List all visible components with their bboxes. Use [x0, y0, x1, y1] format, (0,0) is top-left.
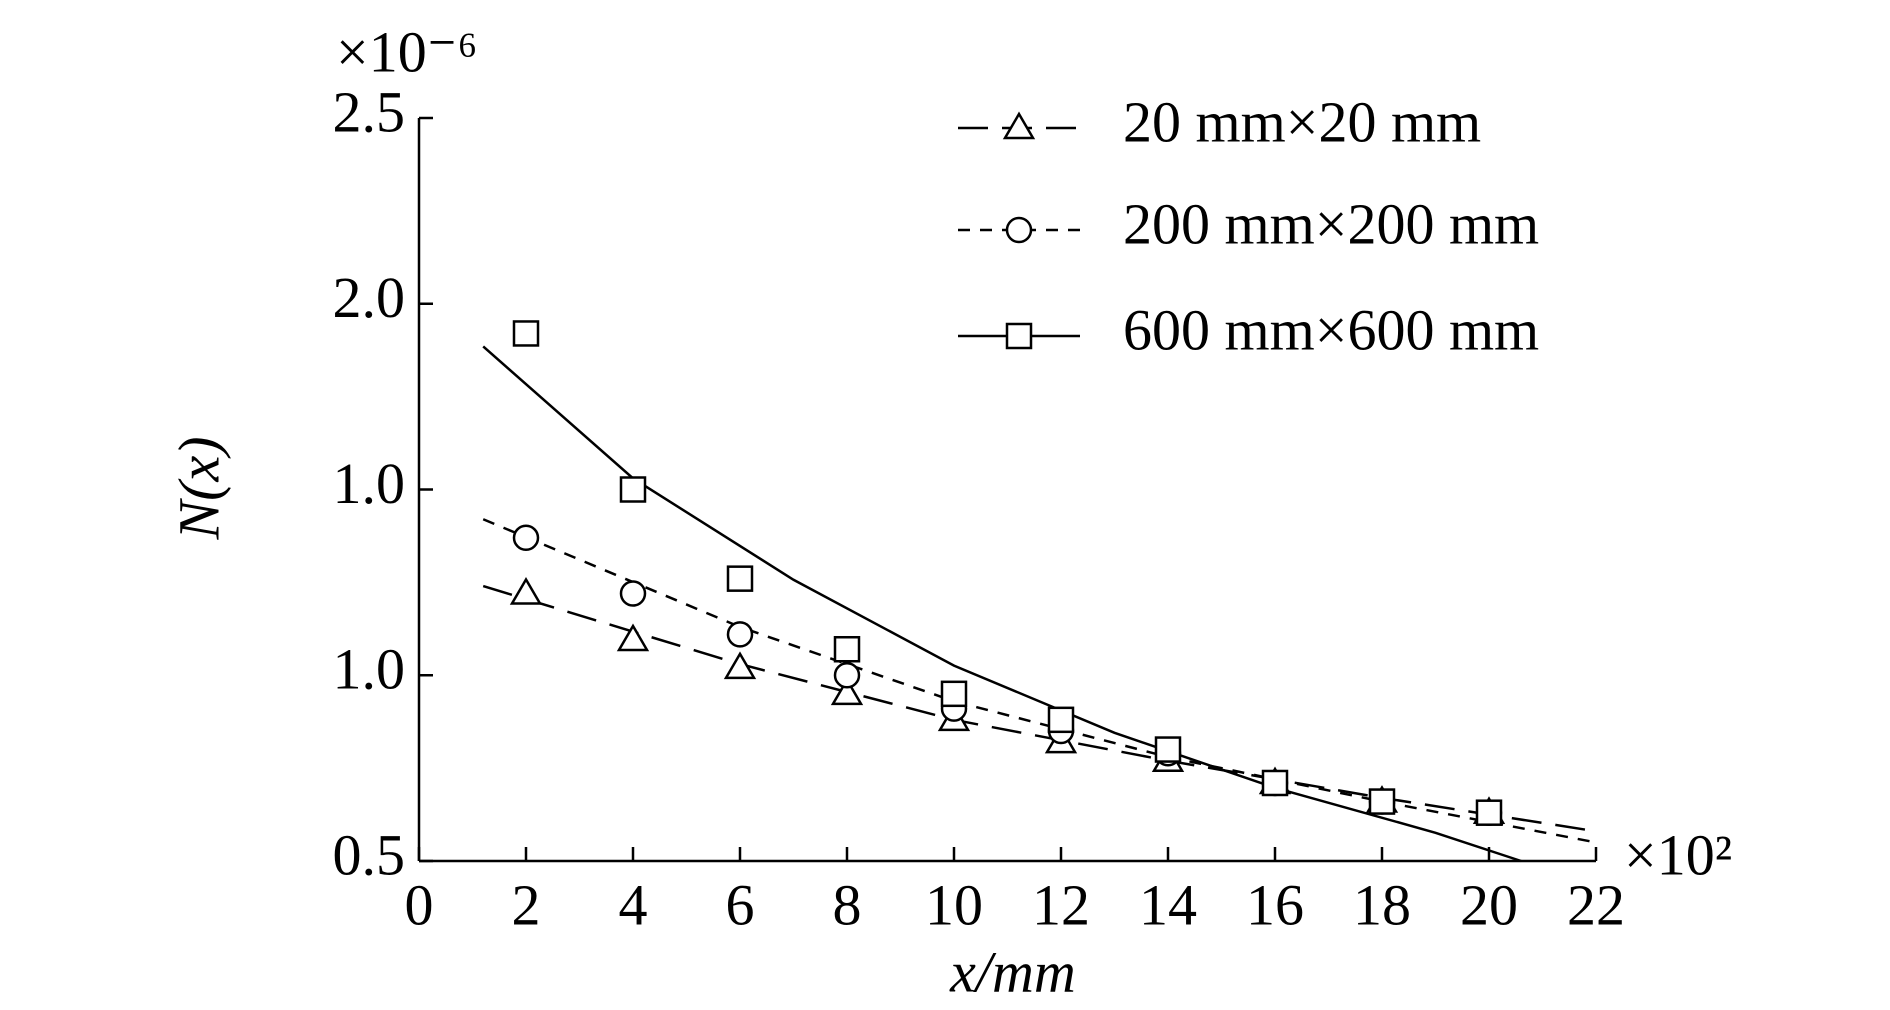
marker — [726, 565, 754, 592]
x-tick-label: 12 — [1032, 872, 1090, 937]
y-tick-label: 2.0 — [333, 265, 406, 330]
marker — [1368, 788, 1396, 815]
x-tick-label: 6 — [726, 872, 755, 937]
legend-marker — [1002, 111, 1036, 140]
y-tick-label: 1.0 — [333, 451, 406, 516]
marker — [619, 580, 647, 607]
marker — [1261, 769, 1289, 797]
marker — [509, 577, 543, 605]
marker — [723, 651, 757, 680]
marker — [833, 662, 861, 689]
marker — [1154, 736, 1182, 763]
marker — [616, 623, 650, 652]
y-axis-label: N(x) — [166, 436, 231, 540]
x-tick-label: 22 — [1567, 872, 1625, 937]
x-tick-label: 16 — [1246, 872, 1304, 937]
legend-label: 20 mm×20 mm — [1123, 89, 1481, 154]
marker — [1047, 706, 1075, 734]
marker — [830, 677, 864, 706]
marker — [940, 680, 968, 708]
marker — [726, 621, 754, 648]
x-tick-label: 14 — [1139, 872, 1197, 937]
marker — [512, 320, 540, 347]
x-tick-label: 18 — [1353, 872, 1411, 937]
x-tick-label: 10 — [925, 872, 983, 937]
y-multiplier: ×10⁻⁶ — [336, 19, 478, 84]
fit-line — [482, 345, 1522, 863]
x-tick-label: 8 — [833, 872, 862, 937]
marker — [833, 635, 861, 663]
fit-line — [482, 518, 1597, 844]
x-tick-label: 20 — [1460, 872, 1518, 937]
x-axis-label: x/mm — [949, 939, 1076, 1004]
fit-line — [482, 584, 1597, 833]
x-tick-label: 2 — [512, 872, 541, 937]
y-tick-label: 1.0 — [333, 637, 406, 702]
x-multiplier: ×10² — [1624, 822, 1732, 887]
legend-label: 600 mm×600 mm — [1123, 297, 1539, 362]
legend-label: 200 mm×200 mm — [1123, 191, 1539, 256]
marker — [512, 524, 540, 552]
legend-marker — [1005, 322, 1033, 350]
x-tick-label: 4 — [619, 872, 648, 937]
legend-marker — [1005, 216, 1033, 244]
x-tick-label: 0 — [405, 872, 434, 937]
y-tick-label: 0.5 — [333, 822, 406, 887]
marker — [1475, 799, 1503, 826]
y-tick-label: 2.5 — [333, 79, 406, 144]
marker — [619, 476, 647, 503]
